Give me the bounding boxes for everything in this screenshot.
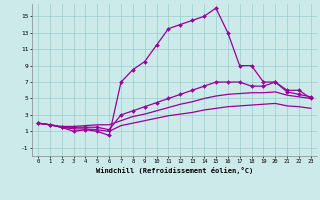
X-axis label: Windchill (Refroidissement éolien,°C): Windchill (Refroidissement éolien,°C) bbox=[96, 167, 253, 174]
